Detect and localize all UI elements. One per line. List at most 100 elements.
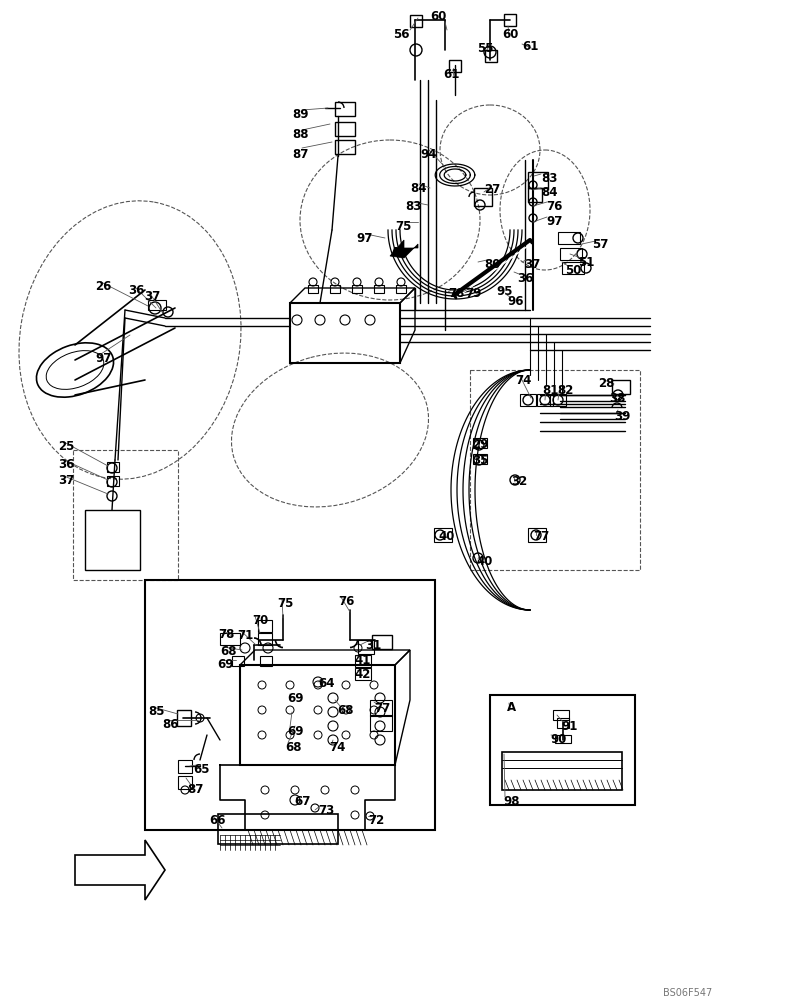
Text: 60: 60 (502, 28, 519, 41)
Bar (330, 285, 340, 293)
Text: 65: 65 (193, 763, 209, 776)
Text: 37: 37 (58, 474, 74, 487)
Text: 69: 69 (287, 725, 304, 738)
Bar (218, 814, 338, 844)
Text: 83: 83 (405, 200, 422, 213)
Bar (528, 528, 546, 542)
Text: 61: 61 (522, 40, 538, 53)
Text: 73: 73 (318, 804, 335, 817)
Bar (335, 122, 355, 136)
Text: 80: 80 (484, 258, 500, 271)
Text: 77: 77 (533, 530, 549, 543)
Text: 68: 68 (220, 645, 237, 658)
Text: 97: 97 (95, 352, 112, 365)
Text: 75: 75 (277, 597, 293, 610)
Text: 36: 36 (58, 458, 74, 471)
Text: 89: 89 (292, 108, 309, 121)
Text: 87: 87 (292, 148, 309, 161)
Text: 51: 51 (578, 256, 595, 269)
Bar (177, 710, 191, 726)
Text: 81: 81 (542, 384, 558, 397)
Text: 67: 67 (294, 795, 310, 808)
Bar (258, 633, 272, 645)
Text: 36: 36 (517, 272, 533, 285)
Bar (335, 140, 355, 154)
Text: 37: 37 (144, 290, 160, 303)
Text: 66: 66 (209, 814, 225, 827)
Text: 85: 85 (148, 705, 165, 718)
Text: 82: 82 (557, 384, 574, 397)
Bar (370, 700, 392, 716)
Bar (107, 462, 119, 472)
Bar (528, 172, 548, 188)
Bar (473, 454, 487, 464)
Text: 78: 78 (448, 287, 465, 300)
Bar (220, 633, 240, 645)
Text: 27: 27 (484, 183, 500, 196)
Text: 39: 39 (614, 410, 630, 423)
Text: 56: 56 (393, 28, 410, 41)
Bar (474, 188, 492, 206)
Bar (520, 394, 536, 406)
Text: A: A (391, 246, 400, 259)
Bar (73, 450, 178, 580)
Text: 83: 83 (541, 172, 558, 185)
Bar (178, 776, 192, 789)
Text: 97: 97 (356, 232, 372, 245)
Text: 74: 74 (515, 374, 532, 387)
Bar (374, 285, 384, 293)
Text: 69: 69 (217, 658, 234, 671)
Polygon shape (390, 240, 418, 258)
Text: 55: 55 (477, 42, 494, 55)
Bar (240, 665, 395, 765)
Text: 88: 88 (292, 128, 309, 141)
Bar (290, 303, 400, 363)
Text: 35: 35 (472, 454, 488, 467)
Bar (148, 300, 166, 310)
Bar (560, 248, 582, 260)
Bar (355, 655, 371, 667)
Bar (85, 510, 140, 570)
Text: 37: 37 (524, 258, 541, 271)
Text: 61: 61 (443, 68, 460, 81)
Text: 90: 90 (550, 733, 566, 746)
Bar (470, 370, 640, 570)
Text: 57: 57 (592, 238, 608, 251)
Text: 31: 31 (365, 639, 381, 652)
Bar (145, 580, 435, 830)
Bar (557, 718, 569, 728)
Text: 64: 64 (318, 677, 335, 690)
Text: 72: 72 (368, 814, 385, 827)
Bar (335, 102, 355, 116)
Bar (370, 715, 392, 731)
Text: 79: 79 (465, 287, 482, 300)
Text: 36: 36 (128, 284, 145, 297)
Text: 96: 96 (507, 295, 524, 308)
Bar (258, 620, 272, 632)
Bar (355, 668, 371, 680)
Text: 84: 84 (541, 186, 558, 199)
Text: 70: 70 (252, 614, 268, 627)
Bar (537, 394, 553, 406)
Text: 78: 78 (218, 628, 234, 641)
Bar (396, 285, 406, 293)
Text: 69: 69 (287, 692, 304, 705)
Text: 71: 71 (237, 629, 253, 642)
Text: 97: 97 (546, 215, 562, 228)
Bar (107, 476, 119, 486)
Bar (449, 60, 461, 72)
Text: 50: 50 (565, 264, 582, 277)
Bar (352, 285, 362, 293)
Bar (232, 656, 244, 666)
Bar (528, 188, 542, 202)
Bar (612, 380, 630, 394)
Text: 60: 60 (430, 10, 446, 23)
Bar (504, 14, 516, 26)
Bar (490, 695, 635, 805)
Bar (178, 760, 192, 773)
Bar (358, 640, 374, 654)
Text: 75: 75 (395, 220, 411, 233)
Bar (410, 15, 422, 27)
Bar (485, 50, 497, 62)
Bar (553, 710, 569, 720)
